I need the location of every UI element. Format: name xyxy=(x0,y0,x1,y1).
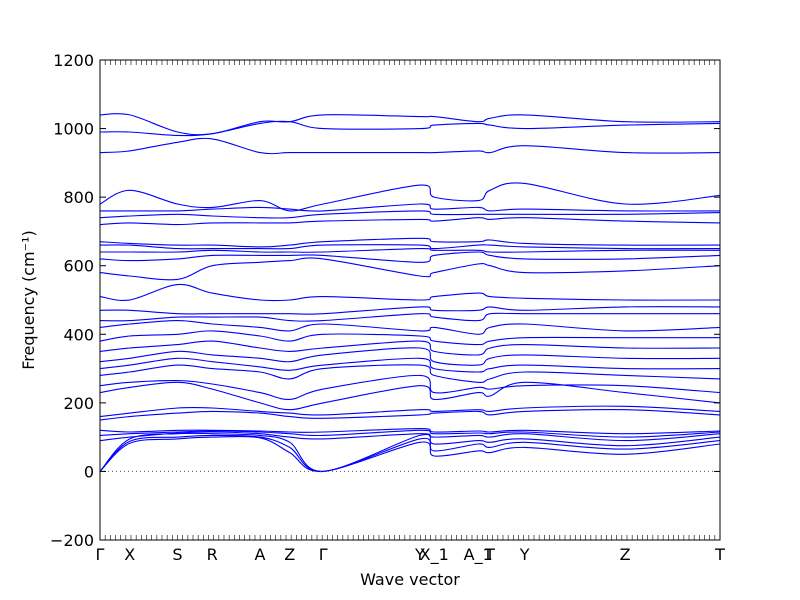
band-line xyxy=(99,120,721,137)
band-line xyxy=(100,248,721,253)
band-line xyxy=(99,237,721,248)
band-line xyxy=(99,347,721,366)
x-tick-label: Z xyxy=(620,545,631,564)
band-line xyxy=(99,330,720,346)
x-tick-label: A_1 xyxy=(464,545,493,565)
x-tick-label: Y xyxy=(414,545,425,564)
band-line xyxy=(99,340,721,356)
y-tick-label: 400 xyxy=(63,325,94,344)
band-line xyxy=(99,257,721,281)
y-tick-label: 1000 xyxy=(53,120,94,139)
band-line xyxy=(99,312,720,322)
band-line xyxy=(99,113,721,136)
x-tick-label: R xyxy=(207,545,218,564)
band-line xyxy=(100,203,721,212)
band-line xyxy=(99,364,721,383)
y-axis-label: Frequency (cm⁻¹) xyxy=(19,230,38,369)
x-axis-label: Wave vector xyxy=(360,570,460,589)
x-tick-label: X xyxy=(124,545,135,564)
y-tick-label: 1200 xyxy=(53,51,94,70)
y-tick-label: 0 xyxy=(84,462,94,481)
x-tick-label: Γ xyxy=(319,545,328,564)
y-tick-label: 200 xyxy=(63,394,94,413)
band-line xyxy=(99,434,721,472)
band-line xyxy=(99,210,721,219)
band-line xyxy=(99,429,721,438)
x-tick-label: Z xyxy=(284,545,295,564)
band-line xyxy=(99,381,721,411)
x-tick-label: S xyxy=(172,545,182,564)
x-tick-label: X_1 xyxy=(420,545,449,565)
band-line xyxy=(99,409,721,421)
band-line xyxy=(99,435,721,472)
y-tick-label: 800 xyxy=(63,188,94,207)
band-line xyxy=(99,251,721,263)
band-line xyxy=(99,374,721,400)
band-line xyxy=(99,357,721,373)
x-tick-label: Y xyxy=(519,545,530,564)
band-line xyxy=(99,306,721,315)
band-line xyxy=(99,320,721,335)
band-line xyxy=(99,283,721,302)
y-tick-label: −200 xyxy=(50,531,94,550)
x-tick-label: T xyxy=(484,545,495,564)
series-layer xyxy=(99,113,721,472)
band-line xyxy=(99,182,721,212)
band-line xyxy=(99,432,721,472)
band-line xyxy=(99,217,721,226)
plot-frame xyxy=(99,59,721,541)
x-tick-label: A xyxy=(254,545,265,564)
x-tick-label: Γ xyxy=(96,545,105,564)
band-line xyxy=(99,431,721,442)
band-line xyxy=(99,137,721,155)
x-tick-label: T xyxy=(714,545,725,564)
y-tick-label: 600 xyxy=(63,257,94,276)
band-line xyxy=(99,405,721,418)
band-line xyxy=(99,244,721,250)
band-line xyxy=(99,428,721,435)
